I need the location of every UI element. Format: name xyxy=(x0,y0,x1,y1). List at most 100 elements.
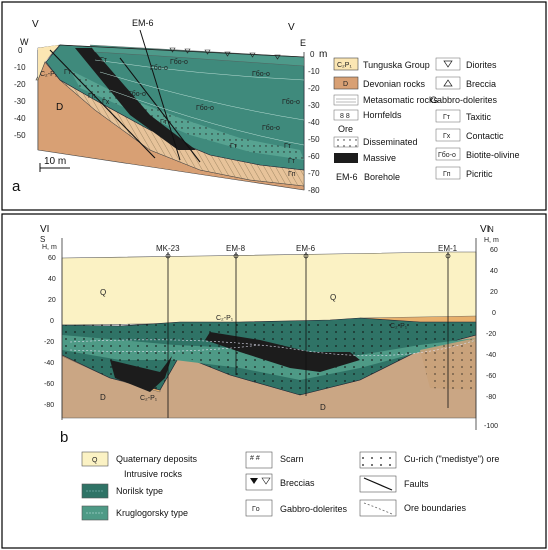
tick-right: -20 xyxy=(308,84,320,93)
tick-right: 40 xyxy=(490,268,498,275)
tick-right: 0 xyxy=(310,50,315,59)
massive-ore-left xyxy=(110,356,172,392)
label-c2p1: C₂-P₁ xyxy=(140,395,158,402)
svg-text:# #: # # xyxy=(250,455,260,462)
legend-intrusive: Intrusive rocks xyxy=(124,469,183,479)
tick-left: 0 xyxy=(50,318,54,325)
tick-right: -40 xyxy=(486,352,496,359)
legend-picritic-code: Гп xyxy=(443,171,451,178)
tick-left: 60 xyxy=(48,255,56,262)
tick-left: 20 xyxy=(48,297,56,304)
panel-b-label: b xyxy=(60,429,68,446)
massive-ore-center xyxy=(205,332,360,372)
compass-east: E xyxy=(300,38,306,48)
legend-ore-boundaries: Ore boundaries xyxy=(404,503,467,513)
label-gt: Гт xyxy=(160,119,168,126)
legend-norilsk: Norilsk type xyxy=(116,486,163,496)
legend-breccias: Breccias xyxy=(280,478,315,488)
legend-faults: Faults xyxy=(404,479,429,489)
tick-right: 20 xyxy=(490,289,498,296)
scale-bar-label: 10 m xyxy=(44,156,66,167)
legend-taxitic: Taxitic xyxy=(466,112,492,122)
label-gt: Гт xyxy=(284,143,292,150)
tick-right: -60 xyxy=(486,373,496,380)
borehole-label: EM-1 xyxy=(438,244,458,253)
section-mark-left: VI xyxy=(40,224,49,235)
legend-gabbro: Gabbro-dolerites xyxy=(430,95,498,105)
legend-borehole: Borehole xyxy=(364,172,400,182)
tick-right: -60 xyxy=(308,152,320,161)
tick-left: -10 xyxy=(14,63,26,72)
tick-left: -20 xyxy=(14,80,26,89)
label-c2p1: C₂-P₁ xyxy=(40,71,58,78)
panel-b: MK-23 EM-8 EM-6 EM-1 VI VI S N H, m H, m… xyxy=(1,213,547,549)
legend-breccia: Breccia xyxy=(466,79,496,89)
legend-tunguska-swatch: C₂P₁ xyxy=(337,62,352,69)
compass-south: S xyxy=(40,235,45,244)
quaternary-unit xyxy=(61,251,477,326)
label-gt: Гт xyxy=(230,143,238,150)
label-gh: Гх xyxy=(102,99,110,106)
tick-left: -30 xyxy=(14,97,26,106)
label-gt: Гт xyxy=(64,69,72,76)
legend-borehole-code: EM-6 xyxy=(336,172,358,182)
legend-contactic-code: Гх xyxy=(443,133,451,140)
legend-hornfelds: Hornfelds xyxy=(363,110,402,120)
legend-devonian-swatch: D xyxy=(343,81,348,88)
legend-quaternary: Quaternary deposits xyxy=(116,454,198,464)
tick-left: 0 xyxy=(18,46,23,55)
legend-picritic: Picritic xyxy=(466,169,493,179)
legend-q-swatch: Q xyxy=(92,457,98,464)
label-d: D xyxy=(56,102,63,113)
legend-contactic: Contactic xyxy=(466,131,504,141)
label-q: Q xyxy=(330,293,336,302)
label-gt: Гт xyxy=(100,57,108,64)
borehole-label: EM-6 xyxy=(296,244,316,253)
legend-a: C₂P₁ Tunguska Group D Devonian rocks Met… xyxy=(333,57,520,182)
section-mark-left: V xyxy=(32,19,39,30)
label-gbo: Гбо-о xyxy=(282,98,300,106)
tick-left: -20 xyxy=(44,339,54,346)
legend-metasomatic: Metasomatic rocks xyxy=(363,95,439,105)
unit-right: H, m xyxy=(484,237,499,244)
legend-massive: Massive xyxy=(363,153,396,163)
borehole-em6 xyxy=(139,29,181,161)
label-gbo: Гбо-о xyxy=(150,64,168,72)
label-gbo: Гбо-о xyxy=(196,104,214,112)
tick-left: 40 xyxy=(48,276,56,283)
tick-left: -50 xyxy=(14,131,26,140)
tick-right: 0 xyxy=(492,310,496,317)
label-gbo: Гбо-о xyxy=(170,58,188,66)
legend-scarn: Scarn xyxy=(280,454,304,464)
compass-west: W xyxy=(20,37,29,47)
unit-left: H, m xyxy=(42,244,57,251)
legend-cu-rich: Cu-rich ("medistye") ore xyxy=(404,454,499,464)
label-gbo: Гбо-о xyxy=(262,124,280,132)
section-mark-right: VI xyxy=(480,224,489,235)
legend-kruglogorsky: Kruglogorsky type xyxy=(116,508,188,518)
legend-devonian: Devonian rocks xyxy=(363,79,426,89)
legend-taxitic-code: Гт xyxy=(443,114,451,121)
unit-m: m xyxy=(319,49,327,60)
label-c2p1: C₂-P₁ xyxy=(390,323,408,330)
label-gbo: Гбо-о xyxy=(128,90,146,98)
borehole-label: EM-6 xyxy=(132,18,154,28)
svg-text:8 8: 8 8 xyxy=(340,113,350,120)
label-gp: Гп xyxy=(288,171,296,178)
legend-disseminated: Disseminated xyxy=(363,137,418,147)
label-q: Q xyxy=(100,288,106,297)
tick-left: -40 xyxy=(44,360,54,367)
tick-right: -10 xyxy=(308,67,320,76)
legend-gabbro: Gabbro-dolerites xyxy=(280,504,348,514)
panel-a-label: a xyxy=(12,178,21,195)
tick-left: -40 xyxy=(14,114,26,123)
tick-right: 60 xyxy=(490,247,498,254)
tick-right: -40 xyxy=(308,118,320,127)
tick-right: -50 xyxy=(308,135,320,144)
label-d: D xyxy=(100,393,106,402)
label-gt: Гт xyxy=(288,158,296,165)
label-gp: Гп xyxy=(88,93,96,100)
label-d: D xyxy=(320,403,326,412)
tick-left: -60 xyxy=(44,381,54,388)
tick-right: -100 xyxy=(484,423,498,430)
